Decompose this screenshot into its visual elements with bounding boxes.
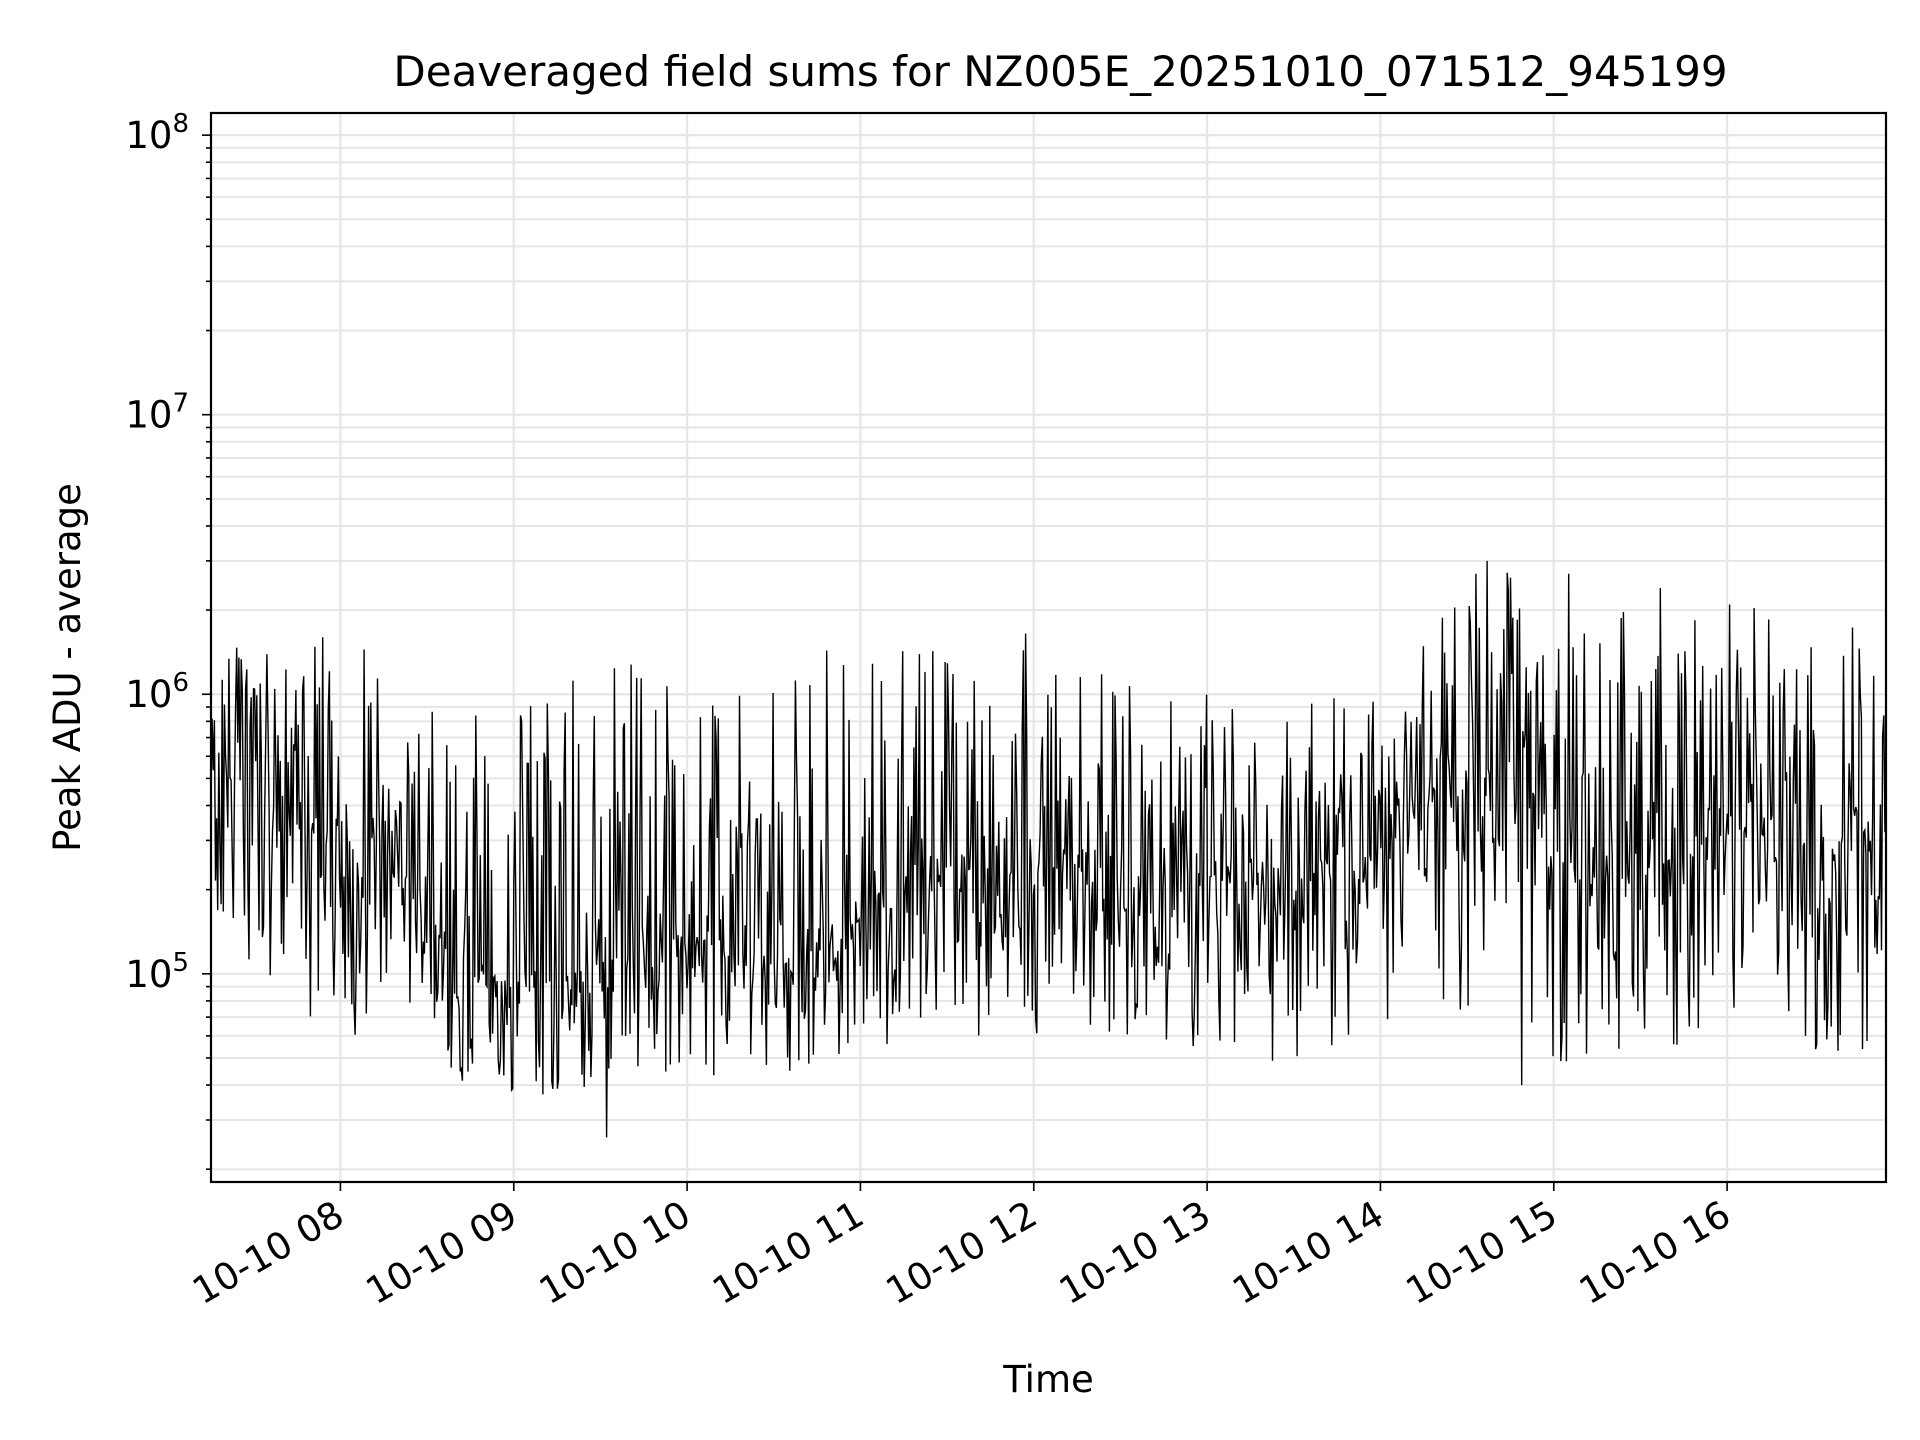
x-tick-label: 10-10 12 bbox=[879, 1193, 1045, 1313]
y-tick-label: 106 bbox=[125, 668, 189, 716]
x-tick-label: 10-10 10 bbox=[532, 1193, 698, 1313]
y-axis-label: Peak ADU - average bbox=[46, 483, 89, 852]
series-line bbox=[210, 560, 1887, 1138]
x-tick-label: 10-10 14 bbox=[1225, 1193, 1391, 1313]
series-layer bbox=[210, 560, 1887, 1138]
y-tick-label: 105 bbox=[125, 948, 189, 996]
y-tick-label: 108 bbox=[125, 109, 189, 157]
x-tick-label: 10-10 16 bbox=[1572, 1193, 1738, 1313]
y-tick-label: 107 bbox=[125, 389, 189, 437]
x-tick-label: 10-10 08 bbox=[185, 1193, 351, 1313]
x-tick-label: 10-10 13 bbox=[1052, 1193, 1218, 1313]
plot-frame bbox=[209, 111, 1888, 1184]
chart-title: Deaveraged field sums for NZ005E_2025101… bbox=[393, 47, 1727, 96]
x-tick-label: 10-10 15 bbox=[1399, 1193, 1565, 1313]
x-tick-label: 10-10 09 bbox=[359, 1193, 525, 1313]
x-axis-label: Time bbox=[1002, 1358, 1094, 1401]
x-tick-label: 10-10 11 bbox=[705, 1193, 871, 1313]
